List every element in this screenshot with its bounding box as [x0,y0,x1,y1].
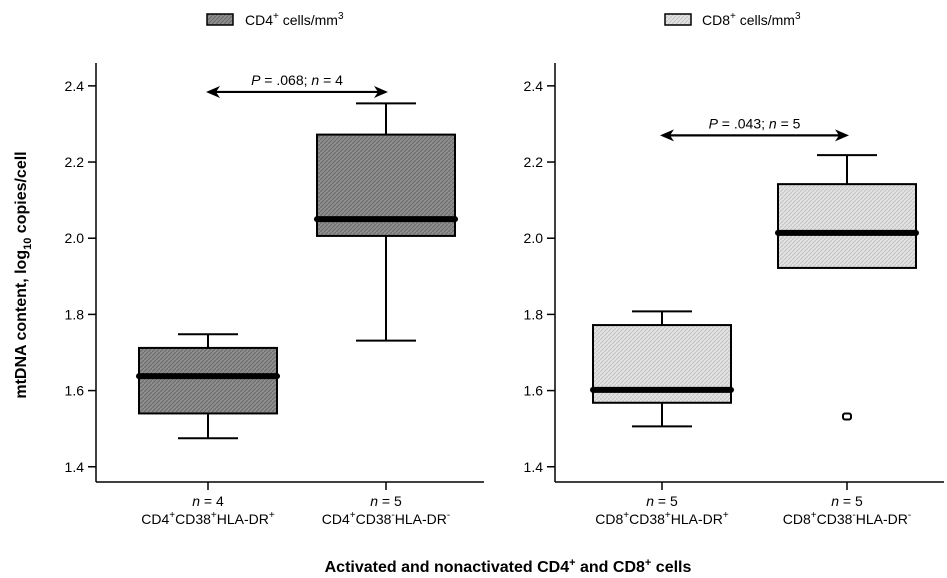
y-tick-label: 2.2 [524,154,544,170]
y-axis-title: mtDNA content, log10 copies/cell [13,151,34,398]
legend-swatch-cd4 [206,13,234,26]
significance-label: P = .068; n = 4 [251,72,343,88]
legend-swatch-cd8 [664,13,692,26]
category-n-label: n = 5 [646,493,678,509]
x-axis-title: Activated and nonactivated CD4+ and CD8+… [325,557,692,576]
y-tick-label: 2.0 [524,230,544,246]
panel-cd4: 1.41.61.82.02.22.4n = 4CD4+CD38+HLA-DR+n… [65,63,484,527]
iqr-box [777,183,917,269]
legend-item-cd4: CD4+ cells/mm3 [206,11,344,28]
y-tick-label: 2.4 [65,78,85,94]
y-tick-label: 2.4 [524,78,544,94]
arrowhead-left [206,85,220,98]
y-tick-label: 1.4 [65,459,85,475]
y-tick-label: 1.6 [65,383,85,399]
panel-cd8: 1.41.61.82.02.22.4n = 5CD8+CD38+HLA-DR+n… [524,63,944,527]
category-label: CD4+CD38+HLA-DR+ [141,510,275,527]
arrowhead-left [660,129,674,142]
arrowhead-right [835,129,849,142]
significance-label: P = .043; n = 5 [709,115,801,131]
arrowhead-right [374,85,388,98]
outlier-point [842,412,852,421]
legend-label-cd4: CD4+ cells/mm3 [245,11,344,28]
y-tick-label: 1.8 [65,306,85,322]
y-tick-label: 2.0 [65,230,85,246]
y-tick-label: 1.4 [524,459,544,475]
category-n-label: n = 5 [831,493,863,509]
chart-panels: 1.41.61.82.02.22.4n = 4CD4+CD38+HLA-DR+n… [65,63,944,527]
iqr-box [138,346,278,415]
y-tick-label: 1.8 [524,306,544,322]
category-label: CD8+CD38-HLA-DR- [783,510,911,527]
legend: CD4+ cells/mm3 CD8+ cells/mm3 [206,11,801,28]
legend-item-cd8: CD8+ cells/mm3 [664,11,801,28]
significance-annotation: P = .043; n = 5 [660,115,849,142]
category-n-label: n = 5 [370,493,402,509]
legend-label-cd8: CD8+ cells/mm3 [702,11,801,28]
category-label: CD8+CD38+HLA-DR+ [595,510,729,527]
category-n-label: n = 4 [192,493,224,509]
significance-annotation: P = .068; n = 4 [206,72,388,98]
y-tick-label: 1.6 [524,383,544,399]
y-tick-label: 2.2 [65,154,85,170]
category-label: CD4+CD38-HLA-DR- [322,510,450,527]
